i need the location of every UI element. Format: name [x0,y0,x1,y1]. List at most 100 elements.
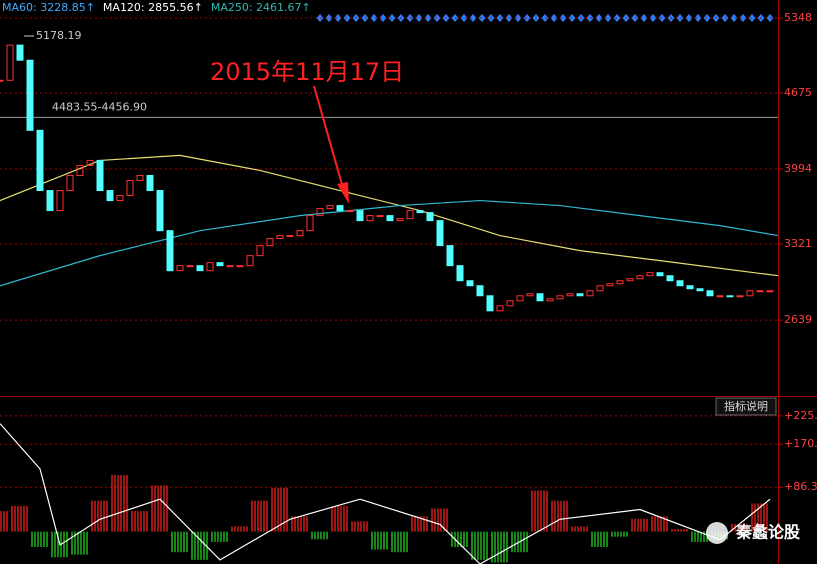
legend-entry: MA60: 3228.85↑ [2,1,95,14]
candle [606,283,614,287]
candle [486,295,494,312]
candle [176,265,184,272]
candle [276,235,284,240]
marker-diamond [424,14,432,22]
candle [626,278,634,282]
candle [666,275,674,282]
candle [46,190,54,212]
candle [446,245,454,267]
candle [726,295,734,298]
candle [266,238,274,247]
candle [296,230,304,237]
candle [456,265,464,282]
candle [746,290,754,297]
marker-diamond [640,14,648,22]
candle [616,280,624,285]
indicator-button[interactable] [715,397,777,416]
y-tick-label: +170. [784,437,817,450]
y-tick-label: 5348 [784,11,812,24]
candle [26,59,34,131]
candle [596,285,604,292]
y-tick-label: 3994 [784,162,812,175]
marker-diamond [649,14,657,22]
marker-diamond [325,14,333,22]
legend-entry: MA250: 2461.67↑ [211,1,311,14]
candle [186,265,194,268]
y-tick-label: +86.3 [784,480,817,493]
marker-diamond [505,14,513,22]
candle [416,210,424,214]
candle [646,272,654,277]
candle [526,293,534,297]
watermark: 秦蠡论股 [735,523,801,542]
candle [346,210,354,213]
candle [576,293,584,297]
candle [556,295,564,300]
candle [586,290,594,297]
marker-diamond [469,14,477,22]
candle [116,195,124,202]
candle [656,272,664,277]
candle [396,218,404,222]
marker-diamond [550,14,558,22]
marker-diamond [379,14,387,22]
candle [66,174,74,192]
candle [306,215,314,232]
range-label: 4483.55-4456.90 [52,100,147,113]
candle [56,190,64,212]
candle [716,295,724,298]
candle [436,220,444,247]
candle [236,265,244,268]
candle [16,44,24,61]
candle [476,285,484,297]
candle [426,212,434,222]
candle [76,164,84,176]
candle [286,235,294,238]
candle [316,208,324,217]
candle [216,262,224,267]
candle [206,262,214,272]
y-tick-label: +225. [784,409,817,422]
candle [246,255,254,267]
candle [516,295,524,302]
marker-diamond [559,14,567,22]
candle [226,265,234,268]
candle [376,215,384,218]
candle [126,179,134,197]
candle [356,210,364,222]
marker-diamond [604,14,612,22]
legend-entry: MA120: 2855.56↑ [103,1,203,14]
watermark-icon [706,522,728,544]
candle [686,285,694,290]
annotation-arrowhead [337,182,349,204]
y-tick-label: 2639 [784,313,812,326]
marker-diamond [595,14,603,22]
macd-line [0,423,771,564]
candle [536,293,544,302]
candle [566,293,574,297]
y-tick-label: 4675 [784,86,812,99]
annotation: 2015年11月17日 [210,58,404,86]
candle [196,265,204,272]
candle [406,210,414,220]
candle [336,205,344,212]
candle [736,295,744,298]
candle [136,174,144,181]
candle [386,215,394,222]
candle [506,300,514,307]
candle [636,275,644,280]
high-label: 5178.19 [36,29,82,42]
marker-diamond [694,14,702,22]
candle [166,230,174,272]
candle [96,159,104,192]
candle [106,190,114,202]
candle [756,290,764,293]
candle [496,305,504,312]
y-tick-label: 3321 [784,237,812,250]
indicator-button-label[interactable]: 指标说明 [724,399,768,413]
marker-diamond [415,14,423,22]
candle [6,44,14,81]
